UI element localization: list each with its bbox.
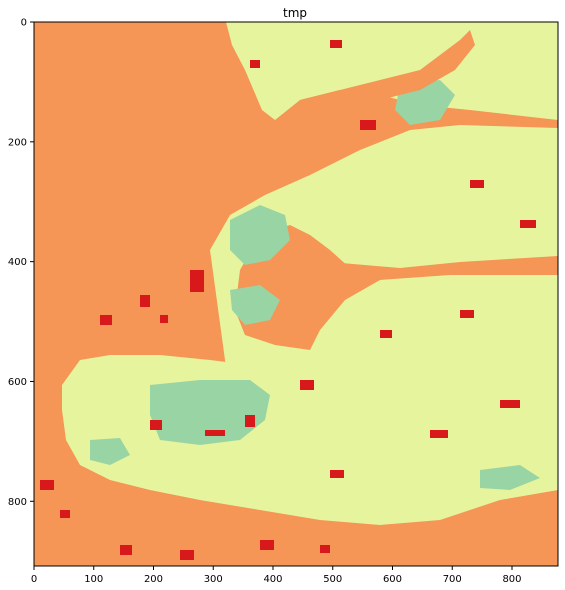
grass-patch-4 (230, 285, 280, 325)
grass-patch-1 (150, 380, 270, 445)
veg-spot (60, 510, 70, 518)
heatmap-image (34, 22, 558, 566)
x-tick-label: 300 (204, 574, 223, 585)
x-tick-label: 600 (383, 574, 402, 585)
veg-spot (320, 545, 330, 553)
veg-spot (430, 430, 448, 438)
veg-spot (330, 470, 344, 478)
veg-spot (190, 270, 204, 292)
x-tick-label: 100 (84, 574, 103, 585)
veg-spot (380, 330, 392, 338)
grass-patch-5 (90, 438, 130, 465)
veg-spot (250, 60, 260, 68)
x-tick-label: 700 (443, 574, 462, 585)
veg-spot (40, 480, 54, 490)
x-tick-label: 0 (31, 574, 37, 585)
land-region (62, 22, 558, 525)
y-tick-label: 800 (8, 497, 27, 508)
y-tick-label: 600 (8, 377, 27, 388)
veg-spot (100, 315, 112, 325)
veg-spot (160, 315, 168, 323)
plot-frame (33, 21, 559, 567)
veg-spot (140, 295, 150, 307)
veg-spot (260, 540, 274, 550)
veg-spot (245, 415, 255, 427)
channel-center (330, 256, 558, 275)
x-tick-label: 500 (323, 574, 342, 585)
y-tick-label: 0 (21, 18, 27, 29)
x-tick-label: 200 (144, 574, 163, 585)
dense-vegetation-spots (40, 40, 536, 560)
veg-spot (520, 220, 536, 228)
veg-spot (150, 420, 162, 430)
veg-spot (180, 550, 194, 560)
y-tick-label: 400 (8, 257, 27, 268)
channel-north (300, 30, 475, 110)
veg-spot (330, 40, 342, 48)
veg-spot (300, 380, 314, 390)
veg-spot (460, 310, 474, 318)
grass-patch-2 (230, 205, 290, 265)
veg-spot (470, 180, 484, 188)
veg-spot (500, 400, 520, 408)
grass-patch-6 (480, 465, 540, 490)
channel-upper-bay (265, 120, 370, 165)
y-axis: 0 200 400 600 800 (8, 18, 34, 508)
x-tick-label: 400 (263, 574, 282, 585)
veg-spot (205, 430, 225, 436)
chart-title: tmp (283, 6, 307, 20)
veg-spot (360, 120, 376, 130)
veg-spot (120, 545, 132, 555)
x-axis: 0 100 200 300 400 500 600 700 800 (31, 566, 522, 585)
y-tick-label: 200 (8, 137, 27, 148)
land-mass-north (226, 22, 558, 120)
x-tick-label: 800 (502, 574, 521, 585)
